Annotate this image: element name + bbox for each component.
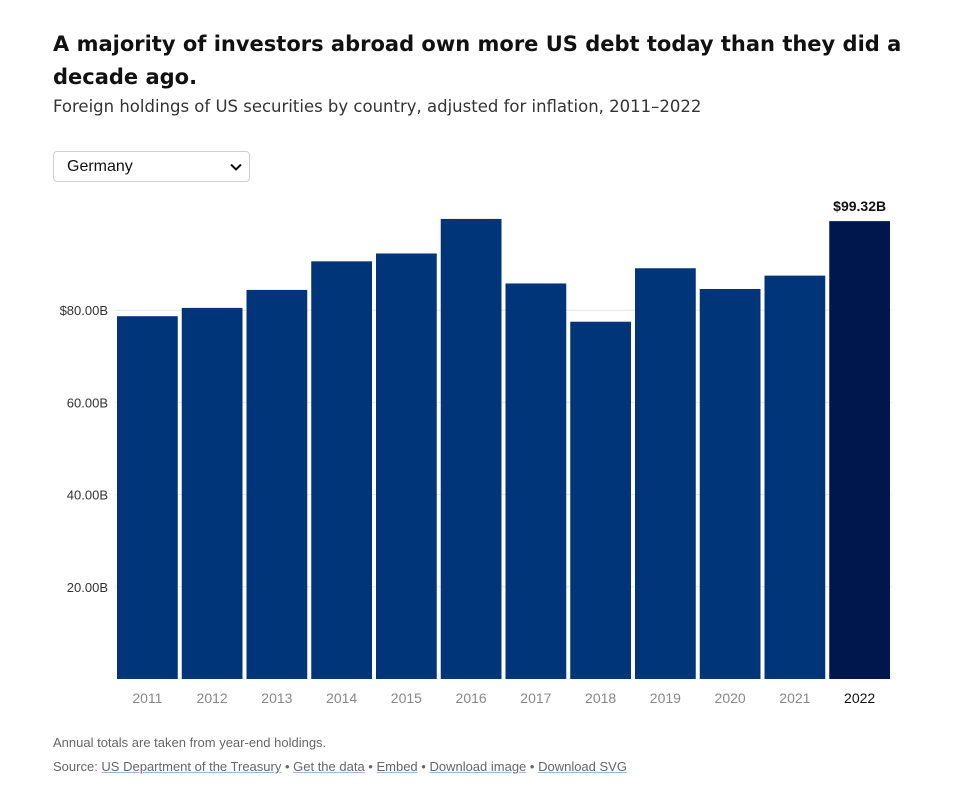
x-tick-label: 2011 bbox=[132, 690, 162, 706]
bar-2021 bbox=[764, 275, 826, 679]
separator: • bbox=[526, 759, 539, 774]
y-tick-label: 60.00B bbox=[67, 395, 108, 410]
bar-2016 bbox=[440, 218, 502, 679]
separator: • bbox=[364, 759, 377, 774]
x-tick-label: 2021 bbox=[779, 690, 810, 706]
x-tick-label: 2013 bbox=[261, 690, 292, 706]
treasury-link[interactable]: US Department of the Treasury bbox=[101, 759, 282, 774]
source-line: Source: US Department of the Treasury • … bbox=[53, 759, 627, 774]
y-tick-label: $80.00B bbox=[60, 303, 108, 318]
bar-2011 bbox=[117, 316, 178, 679]
x-tick-label: 2018 bbox=[585, 690, 616, 706]
bar-2012 bbox=[181, 307, 243, 679]
footnote: Annual totals are taken from year-end ho… bbox=[53, 735, 327, 750]
x-tick-label: 2012 bbox=[197, 690, 228, 706]
bar-chart: 20.00B 40.00B 60.00B $80.00B 2011 2012 2013 201… bbox=[60, 198, 892, 706]
bar-2015 bbox=[376, 253, 437, 679]
embed-link[interactable]: Embed bbox=[376, 759, 418, 774]
bar-2020 bbox=[699, 288, 761, 679]
download-image-link[interactable]: Download image bbox=[429, 759, 527, 774]
x-tick-label: 2020 bbox=[715, 690, 746, 706]
bar-2022 bbox=[829, 221, 890, 679]
chevron-down-icon bbox=[229, 160, 243, 179]
separator: • bbox=[417, 759, 430, 774]
country-select[interactable]: Germany bbox=[53, 151, 250, 182]
bar-2013 bbox=[246, 289, 308, 679]
y-tick-label: 40.00B bbox=[67, 488, 108, 503]
y-tick-label: 20.00B bbox=[67, 580, 108, 595]
chart-title: A majority of investors abroad own more … bbox=[53, 32, 902, 89]
source-prefix: Source: bbox=[53, 759, 102, 774]
x-tick-label: 2019 bbox=[650, 690, 681, 706]
bar-2018 bbox=[570, 321, 631, 679]
bar-2019 bbox=[635, 268, 696, 679]
x-tick-label: 2017 bbox=[520, 690, 551, 706]
bar-2017 bbox=[505, 283, 567, 679]
x-tick-label: 2014 bbox=[326, 690, 357, 706]
data-label: $99.32B bbox=[833, 198, 886, 214]
chart-subtitle: Foreign holdings of US securities by cou… bbox=[53, 97, 702, 116]
x-tick-label: 2015 bbox=[391, 690, 422, 706]
x-tick-label: 2022 bbox=[844, 690, 875, 706]
country-select-value: Germany bbox=[67, 158, 133, 175]
bar-2014 bbox=[311, 261, 372, 679]
separator: • bbox=[281, 759, 294, 774]
download-svg-link[interactable]: Download SVG bbox=[538, 759, 627, 774]
x-tick-label: 2016 bbox=[456, 690, 487, 706]
get-data-link[interactable]: Get the data bbox=[293, 759, 365, 774]
